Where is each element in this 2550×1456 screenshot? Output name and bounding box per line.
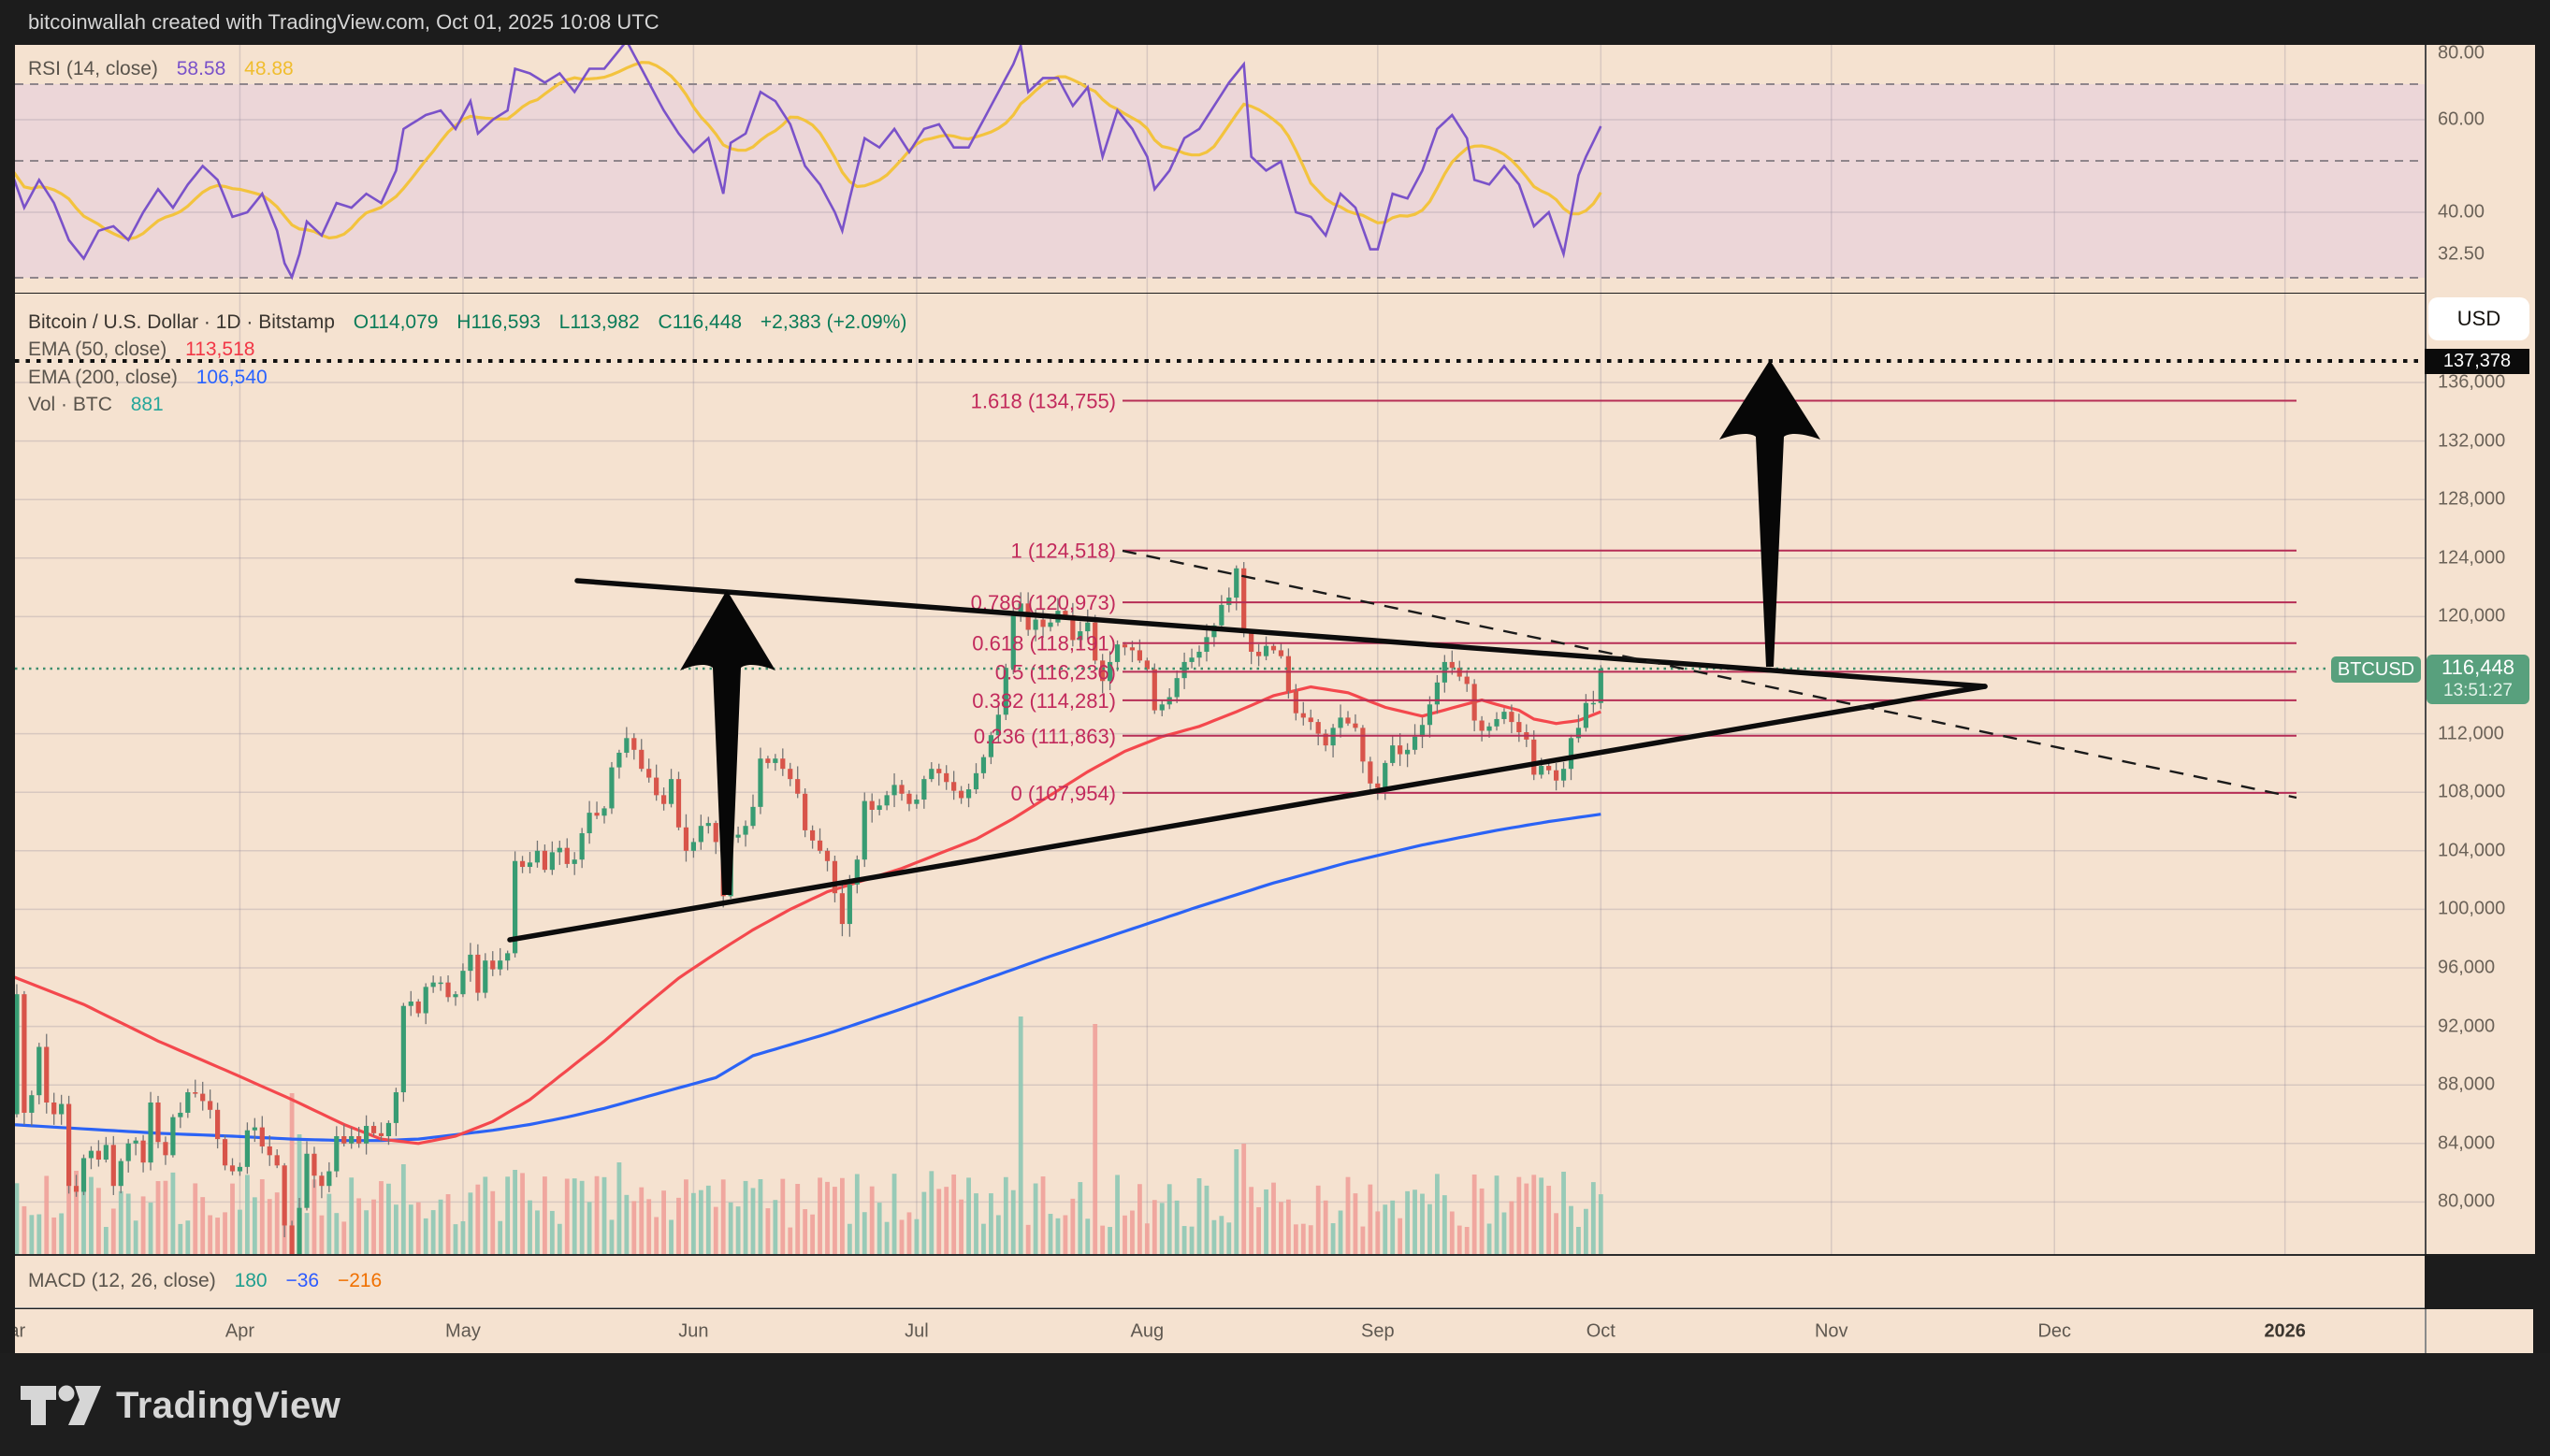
macd-signal-value: −216 xyxy=(337,1270,383,1291)
fib-label: 0.236 (111,863) xyxy=(974,725,1116,748)
main-plot: 1.618 (134,755)1 (124,518)0.786 (120,973… xyxy=(15,294,2425,1254)
bar-countdown: 13:51:27 xyxy=(2443,681,2513,700)
price-scale-label: 120,000 xyxy=(2438,605,2506,627)
ema50-legend[interactable]: EMA (50, close) 113,518 xyxy=(28,339,268,361)
rsi-band-fill xyxy=(15,84,2425,278)
ohlc-low: L113,982 xyxy=(558,311,640,333)
time-scale-label: May xyxy=(445,1320,481,1341)
target-price-label: 137,378 xyxy=(2425,349,2529,374)
price-scale-label: 96,000 xyxy=(2438,957,2496,978)
up-arrow-annotation xyxy=(1719,360,1820,667)
price-scale-label: 92,000 xyxy=(2438,1016,2496,1037)
time-scale-label: Sep xyxy=(1361,1320,1395,1341)
ema50-line xyxy=(15,685,1601,1146)
fib-retracement: 1.618 (134,755)1 (124,518)0.786 (120,973… xyxy=(971,389,2296,805)
time-scale-label: Oct xyxy=(1586,1320,1615,1341)
ema50-label: EMA (50, close) xyxy=(28,339,167,360)
ohlc-change: +2,383 (+2.09%) xyxy=(760,311,907,333)
attribution-text: bitcoinwallah created with TradingView.c… xyxy=(28,10,659,34)
price-scale-label: 84,000 xyxy=(2438,1132,2496,1154)
trendline xyxy=(574,578,1988,689)
fib-label: 1.618 (134,755) xyxy=(971,389,1116,412)
price-scale-label: 100,000 xyxy=(2438,898,2506,919)
price-scale-label: 136,000 xyxy=(2438,371,2506,393)
symbol-legend[interactable]: Bitcoin / U.S. Dollar · 1D · Bitstamp O1… xyxy=(28,311,920,334)
up-arrow-annotation xyxy=(680,590,775,895)
price-scale-label: 104,000 xyxy=(2438,840,2506,861)
volume-series xyxy=(15,1016,1603,1254)
time-scale-label: Jul xyxy=(905,1320,929,1341)
ohlc-high: H116,593 xyxy=(456,311,541,333)
ema200-legend[interactable]: EMA (200, close) 106,540 xyxy=(28,367,281,389)
time-scale-label: 2026 xyxy=(2264,1320,2306,1341)
price-scale-label: 132,000 xyxy=(2438,430,2506,452)
volume-legend[interactable]: Vol · BTC 881 xyxy=(28,394,177,416)
fib-label: 0.618 (118,191) xyxy=(972,632,1116,656)
macd-line-value: −36 xyxy=(285,1270,320,1291)
title-bar: bitcoinwallah created with TradingView.c… xyxy=(0,0,2550,45)
tradingview-wordmark: TradingView xyxy=(116,1384,341,1426)
currency-toggle-button[interactable]: USD xyxy=(2428,297,2529,340)
rsi-legend: RSI (14, close) 58.58 48.88 xyxy=(28,58,307,80)
time-scale-label: Jun xyxy=(678,1320,709,1341)
rsi-plot xyxy=(15,45,2425,293)
price-scale-label: 80,000 xyxy=(2438,1190,2496,1212)
macd-label: MACD (12, 26, close) xyxy=(28,1270,216,1291)
time-scale-label: Apr xyxy=(225,1320,254,1341)
time-scale-label: Dec xyxy=(2037,1320,2072,1341)
price-scale-label: 108,000 xyxy=(2438,781,2506,802)
rsi-scale-label: 60.00 xyxy=(2438,108,2485,130)
rsi-legend-label: RSI (14, close) xyxy=(28,58,158,79)
time-scale-label: Mar xyxy=(15,1320,26,1341)
time-scale-separator xyxy=(2425,1309,2427,1353)
last-price-value: 116,448 xyxy=(2441,656,2514,679)
price-scale[interactable] xyxy=(2425,45,2535,1254)
rsi-value: 58.58 xyxy=(176,58,226,79)
tradingview-logo[interactable]: TradingView xyxy=(21,1382,340,1429)
main-chart-pane[interactable] xyxy=(15,294,2425,1254)
time-scale-label: Aug xyxy=(1130,1320,1165,1341)
tradingview-logo-icon xyxy=(21,1385,101,1425)
last-price-badge: 116,448 13:51:27 xyxy=(2427,655,2529,704)
price-scale-label: 112,000 xyxy=(2438,723,2504,744)
macd-hist-value: 180 xyxy=(234,1270,268,1291)
fib-label: 1 (124,518) xyxy=(1010,540,1116,563)
ema50-value: 113,518 xyxy=(185,339,255,360)
rsi-scale-label: 80.00 xyxy=(2438,42,2485,64)
rsi-scale-label: 32.50 xyxy=(2438,243,2485,265)
trendline xyxy=(507,684,1988,943)
rsi-signal-value: 48.88 xyxy=(244,58,294,79)
ema200-label: EMA (200, close) xyxy=(28,367,178,388)
macd-pane-collapsed[interactable] xyxy=(15,1254,2425,1308)
footer-bar xyxy=(0,1353,2550,1456)
rsi-scale-label: 40.00 xyxy=(2438,201,2485,223)
fib-label: 0.382 (114,281) xyxy=(972,689,1116,713)
rsi-line xyxy=(15,45,1602,281)
symbol-title: Bitcoin / U.S. Dollar · 1D · Bitstamp xyxy=(28,311,335,333)
ema200-line xyxy=(15,813,1601,1143)
ohlc-close: C116,448 xyxy=(658,311,743,333)
time-scale-label: Nov xyxy=(1814,1320,1848,1341)
price-scale-label: 128,000 xyxy=(2438,488,2506,510)
macd-legend[interactable]: MACD (12, 26, close) 180 −36 −216 xyxy=(28,1270,395,1292)
fib-label: 0.5 (116,236) xyxy=(995,660,1116,684)
price-scale-label: 124,000 xyxy=(2438,547,2506,569)
ohlc-open: O114,079 xyxy=(353,311,439,333)
volume-label: Vol · BTC xyxy=(28,394,112,415)
fib-label: 0 (107,954) xyxy=(1010,782,1116,805)
symbol-price-flag: BTCUSD xyxy=(2331,656,2421,683)
volume-value: 881 xyxy=(130,394,164,415)
time-scale[interactable]: Mar Apr May Jun Jul Aug Sep Oct Nov Dec 2026 xyxy=(15,1309,2533,1353)
ema200-value: 106,540 xyxy=(196,367,268,388)
dashed-trendline xyxy=(1122,549,2297,800)
price-scale-label: 88,000 xyxy=(2438,1074,2496,1095)
candlestick-series xyxy=(15,562,1603,1254)
